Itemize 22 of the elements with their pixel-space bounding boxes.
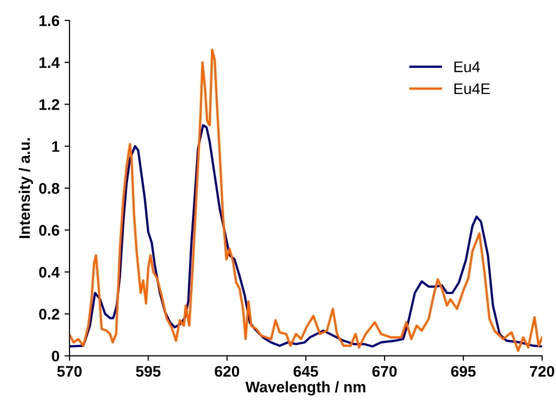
x-tick-label: 620 bbox=[214, 366, 240, 377]
y-tick-label: 1.6 bbox=[40, 15, 60, 26]
x-tick-label: 570 bbox=[57, 366, 82, 377]
y-tick-label: 1.4 bbox=[40, 57, 60, 68]
y-axis-title: Intensity / a.u. bbox=[18, 138, 33, 238]
x-tick-label: 670 bbox=[372, 366, 397, 377]
y-tick-label: 0.8 bbox=[39, 183, 60, 194]
x-tick-label: 645 bbox=[294, 366, 318, 377]
legend-label: Eu4E bbox=[454, 83, 490, 94]
y-tick-label: 1 bbox=[52, 141, 60, 152]
line-series bbox=[70, 124, 542, 348]
x-tick-label: 720 bbox=[530, 366, 554, 377]
x-tick-label: 695 bbox=[451, 366, 476, 377]
y-tick-label: 0.6 bbox=[39, 224, 60, 236]
x-axis-title: Wavelength / nm bbox=[245, 381, 366, 396]
x-tick-label: 595 bbox=[136, 366, 161, 377]
line-series bbox=[70, 48, 542, 352]
y-tick-label: 0.4 bbox=[39, 266, 60, 278]
y-tick-label: 1.2 bbox=[40, 99, 60, 110]
legend-label: Eu4 bbox=[454, 62, 480, 72]
y-tick-label: 0 bbox=[52, 350, 60, 362]
y-tick-label: 0.2 bbox=[39, 308, 60, 320]
